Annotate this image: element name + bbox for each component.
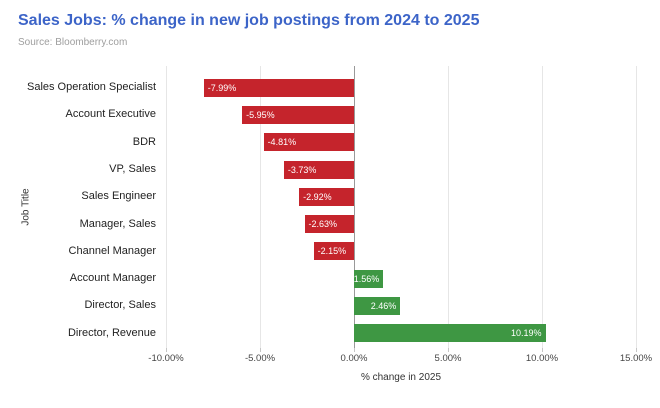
category-label: Director, Sales xyxy=(84,299,156,312)
bar[interactable]: -2.15% xyxy=(313,242,354,261)
x-axis-title: % change in 2025 xyxy=(360,372,442,383)
bar[interactable]: -7.99% xyxy=(203,78,354,97)
bar-value-label: -5.95% xyxy=(246,109,275,120)
category-axis: Sales Operation Specialist Account Execut… xyxy=(0,74,156,347)
tick-mark xyxy=(260,348,261,352)
bar-value-label: -7.99% xyxy=(207,82,237,93)
tick-mark xyxy=(448,348,449,352)
gridline xyxy=(260,66,261,348)
bar-value-label: -4.81% xyxy=(267,137,297,148)
x-tick-label: 10.00% xyxy=(525,353,559,364)
bar-value-label: -2.63% xyxy=(308,219,338,230)
gridline xyxy=(542,66,543,348)
bar[interactable]: 10.19% xyxy=(354,324,546,343)
chart-title: Sales Jobs: % change in new job postings… xyxy=(18,12,480,29)
bar-value-label: -2.92% xyxy=(303,191,332,202)
category-label: Manager, Sales xyxy=(79,217,156,230)
bar-value-label: 10.19% xyxy=(511,328,542,339)
zero-axis-line xyxy=(354,66,355,348)
bar-value-label: -3.73% xyxy=(287,164,317,175)
bar[interactable]: -4.81% xyxy=(263,133,354,152)
tick-mark xyxy=(636,348,637,352)
bar[interactable]: -2.92% xyxy=(299,187,354,206)
bar-value-label: -2.15% xyxy=(317,246,347,257)
x-tick-label: -10.00% xyxy=(148,353,184,364)
gridline xyxy=(448,66,449,348)
category-label: Account Executive xyxy=(65,108,157,121)
category-label: Sales Engineer xyxy=(81,190,156,203)
x-tick-label: 0.00% xyxy=(340,353,368,364)
category-label: Account Manager xyxy=(69,272,156,285)
category-label: VP, Sales xyxy=(109,162,156,175)
x-tick-label: 5.00% xyxy=(434,353,462,364)
x-axis-ticks: -10.00% -5.00% 0.00% 5.00% 10.00% 15.00% xyxy=(148,353,652,365)
tick-mark xyxy=(166,348,167,352)
tick-mark xyxy=(354,348,355,352)
bar[interactable]: -3.73% xyxy=(283,160,354,179)
tick-mark xyxy=(542,348,543,352)
bar-value-label: 2.46% xyxy=(370,301,397,312)
x-tick-label: 15.00% xyxy=(619,353,653,364)
chart-source: Source: Bloomberry.com xyxy=(18,37,128,48)
category-label: BDR xyxy=(132,135,156,148)
bar-value-label: 1.56% xyxy=(353,273,380,284)
bar[interactable]: 1.56% xyxy=(354,269,384,288)
bar[interactable]: -5.95% xyxy=(242,105,354,124)
gridline xyxy=(636,66,637,348)
x-tick-label: -5.00% xyxy=(244,353,276,364)
category-label: Director, Revenue xyxy=(67,326,156,339)
plot-area: -7.99% -5.95% -4.81% -3.73% -2.92% -2.63% -2.1… xyxy=(166,66,637,352)
category-label: Channel Manager xyxy=(68,244,156,257)
gridline xyxy=(166,66,167,348)
bar[interactable]: -2.63% xyxy=(304,215,354,234)
category-label: Sales Operation Specialist xyxy=(26,81,156,93)
bar[interactable]: 2.46% xyxy=(354,297,401,316)
